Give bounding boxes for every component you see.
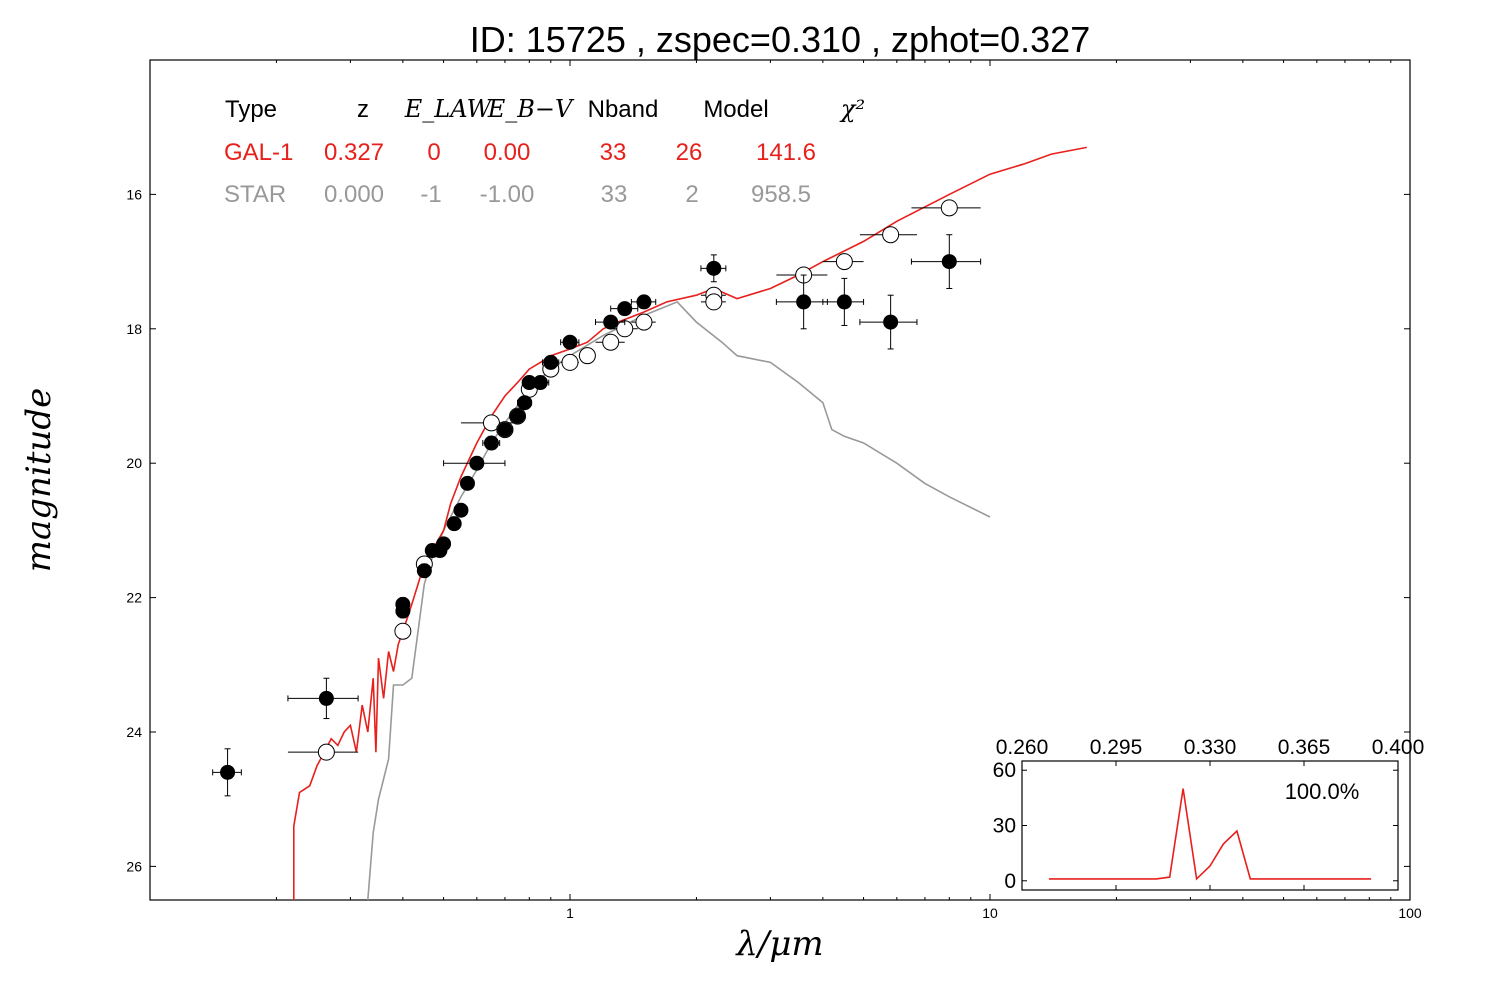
inset-x-tick-label: 0.260 (996, 736, 1049, 759)
x-tick-label: 10 (982, 905, 998, 921)
observed-point (517, 395, 533, 411)
observed-point (836, 294, 852, 310)
gal-row-z: 0.327 (324, 139, 384, 166)
model-point (882, 226, 900, 244)
header-nband: Nband (588, 96, 659, 123)
star-row-nband: 33 (601, 181, 628, 208)
header-chi2: χ² (839, 95, 865, 123)
observed-point (510, 408, 526, 424)
y-tick-label: 24 (126, 724, 142, 740)
galaxy-model-line (292, 146, 1087, 900)
plot-frame (149, 59, 1411, 901)
model-point (482, 414, 500, 432)
star-row: STAR 0.000 -1 -1.00 33 2 958.5 (224, 181, 811, 208)
model-point (578, 347, 596, 365)
observed-point (617, 301, 633, 317)
observed-point (883, 314, 899, 330)
observed-point (941, 254, 957, 270)
header-elaw: E_LAW (404, 95, 494, 123)
y-tick-label: 16 (126, 186, 142, 202)
x-axis-ticks: 1 10 100 (149, 60, 1422, 921)
observed-point (706, 260, 722, 276)
y-tick-label: 22 (126, 590, 142, 606)
pdz-inset: 0.260 0.295 0.330 0.365 0.400 0 30 60 100.0% (993, 736, 1425, 893)
observed-point (453, 502, 469, 518)
observed-point (483, 435, 499, 451)
observed-point (636, 294, 652, 310)
inset-y-ticks: 0 30 60 (993, 759, 1398, 893)
gal-row-type: GAL-1 (224, 139, 293, 166)
gal-row-nband: 33 (600, 139, 627, 166)
observed-point (436, 536, 452, 552)
fit-summary-table: Type z E_LAW E_B−V Nband Model χ² GAL-1 … (224, 95, 865, 208)
x-tick-label: 100 (1398, 905, 1422, 921)
observed-point (446, 516, 462, 532)
star-row-chi2: 958.5 (751, 181, 811, 208)
observed-point (318, 690, 334, 706)
observed-point (521, 375, 537, 391)
observed-point (543, 354, 559, 370)
star-row-model: 2 (685, 181, 698, 208)
y-axis-ticks: 16 18 20 22 24 26 (126, 186, 1410, 874)
model-point (561, 353, 579, 371)
gal-row-elaw: 0 (427, 139, 440, 166)
header-z: z (357, 96, 369, 123)
observed-point (469, 455, 485, 471)
observed-point (562, 334, 578, 350)
model-point (635, 313, 653, 331)
observed-point (497, 422, 513, 438)
observed-points (212, 234, 982, 797)
model-point (394, 622, 412, 640)
x-axis-label: λ/μm (734, 924, 823, 964)
star-row-type: STAR (224, 181, 286, 208)
inset-x-tick-label: 0.365 (1278, 736, 1331, 759)
star-row-elaw: -1 (420, 181, 441, 208)
inset-annotation: 100.0% (1285, 779, 1360, 804)
y-axis-label: magnitude (19, 388, 59, 573)
inset-x-tick-label: 0.330 (1184, 736, 1237, 759)
gal-row-chi2: 141.6 (756, 139, 816, 166)
inset-y-tick-label: 60 (993, 759, 1016, 782)
model-point (602, 333, 620, 351)
y-tick-label: 20 (126, 455, 142, 471)
inset-x-tick-label: 0.400 (1372, 736, 1425, 759)
observed-point (532, 375, 548, 391)
model-points (287, 199, 981, 761)
model-point (705, 293, 723, 311)
gal-row-model: 26 (676, 139, 703, 166)
inset-pdz-line (1048, 788, 1372, 881)
inset-x-ticks: 0.260 0.295 0.330 0.365 0.400 (996, 736, 1425, 890)
observed-point (220, 764, 236, 780)
star-row-ebv: -1.00 (480, 181, 535, 208)
gal-row: GAL-1 0.327 0 0.00 33 26 141.6 (224, 139, 816, 166)
observed-point (459, 475, 475, 491)
inset-x-tick-label: 0.295 (1090, 736, 1143, 759)
x-tick-label: 1 (566, 905, 574, 921)
y-tick-label: 18 (126, 321, 142, 337)
inset-y-tick-label: 30 (993, 815, 1016, 838)
chart-title: ID: 15725 , zspec=0.310 , zphot=0.327 (470, 19, 1090, 60)
inset-y-tick-label: 0 (1004, 870, 1016, 893)
plot-area (212, 146, 1087, 901)
model-point (940, 199, 958, 217)
star-model-line (367, 300, 991, 901)
star-row-z: 0.000 (324, 181, 384, 208)
gal-row-ebv: 0.00 (484, 139, 531, 166)
inset-frame (1021, 760, 1399, 891)
header-model: Model (703, 96, 768, 123)
observed-point (395, 603, 411, 619)
model-point (317, 743, 335, 761)
model-point (835, 253, 853, 271)
header-type: Type (225, 96, 277, 123)
y-tick-label: 26 (126, 858, 142, 874)
observed-point (796, 294, 812, 310)
observed-point (416, 563, 432, 579)
header-ebv: E_B−V (487, 95, 575, 123)
observed-point (603, 314, 619, 330)
